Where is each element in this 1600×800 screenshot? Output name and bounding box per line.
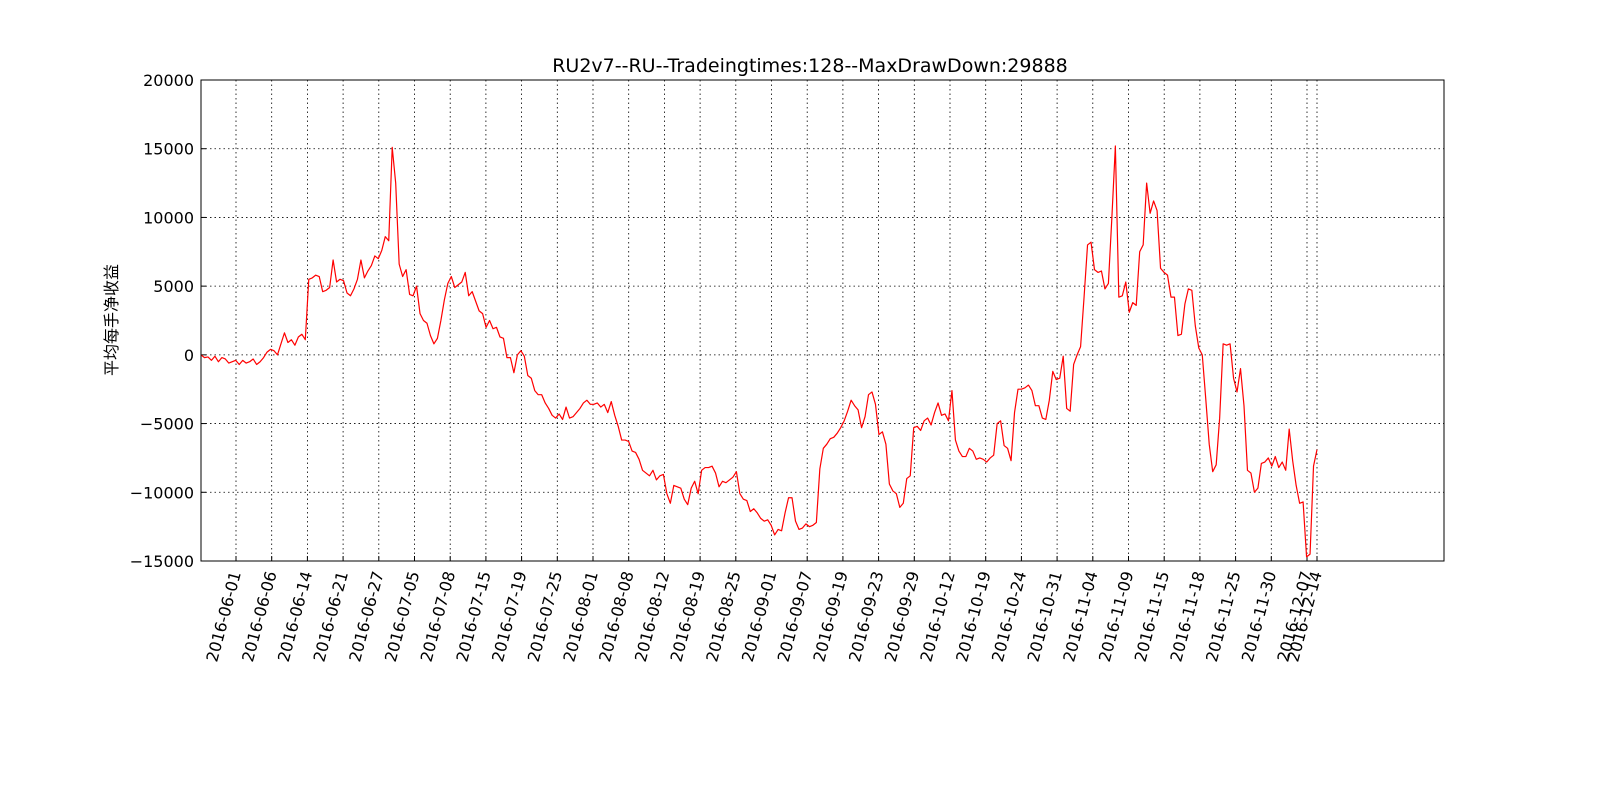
x-tick-label: 2016-09-23 [845, 569, 887, 664]
x-tick-label: 2016-09-07 [774, 569, 816, 664]
y-tick-label: −10000 [130, 483, 194, 502]
y-tick-label: −15000 [130, 552, 194, 571]
x-tick-label: 2016-11-04 [1059, 569, 1101, 664]
x-tick-label: 2016-06-06 [238, 569, 280, 664]
x-tick-label: 2016-11-15 [1131, 569, 1173, 664]
x-tick-label: 2016-08-19 [667, 569, 709, 664]
x-tick-label: 2016-07-25 [524, 569, 566, 664]
y-tick-label: 0 [184, 346, 194, 365]
x-tick-label: 2016-11-09 [1095, 569, 1137, 664]
y-axis: 20000 15000 10000 5000 0 −5000 −10000 −15000 [130, 71, 206, 571]
x-tick-label: 2016-07-08 [417, 569, 459, 664]
x-tick-label: 2016-09-29 [881, 569, 923, 664]
x-tick-label: 2016-08-12 [631, 569, 673, 664]
x-tick-label: 2016-11-30 [1238, 569, 1280, 664]
x-tick-label: 2016-10-31 [1024, 569, 1066, 664]
x-tick-label: 2016-06-21 [310, 569, 352, 664]
series-line [200, 145, 1318, 558]
x-tick-label: 2016-08-25 [702, 569, 744, 664]
x-tick-label: 2016-07-15 [452, 569, 494, 664]
x-axis: 2016-06-012016-06-062016-06-142016-06-21… [202, 556, 1326, 664]
y-tick-label: 15000 [143, 140, 194, 159]
y-tick-label: 10000 [143, 208, 194, 227]
chart-title: RU2v7--RU--Tradeingtimes:128--MaxDrawDow… [552, 55, 1068, 77]
x-tick-label: 2016-07-19 [488, 569, 530, 664]
x-tick-label: 2016-10-12 [916, 569, 958, 664]
x-tick-label: 2016-06-01 [202, 569, 244, 664]
x-tick-label: 2016-09-19 [809, 569, 851, 664]
x-tick-label: 2016-10-24 [988, 569, 1030, 664]
x-tick-label: 2016-10-19 [952, 569, 994, 664]
x-tick-label: 2016-07-05 [381, 569, 423, 664]
x-tick-label: 2016-08-08 [595, 569, 637, 664]
x-tick-label: 2016-08-01 [559, 569, 601, 664]
x-tick-label: 2016-06-27 [345, 569, 387, 664]
y-tick-label: 20000 [143, 71, 194, 90]
x-tick-label: 2016-11-18 [1166, 569, 1208, 664]
plot-frame [200, 79, 1445, 562]
y-tick-label: −5000 [140, 415, 194, 434]
y-tick-label: 5000 [153, 277, 194, 296]
x-tick-label: 2016-06-14 [274, 569, 316, 664]
y-axis-label: 平均每手净收益 [102, 264, 121, 376]
x-tick-label: 2016-09-01 [738, 569, 780, 664]
x-tick-label: 2016-11-25 [1202, 569, 1244, 664]
